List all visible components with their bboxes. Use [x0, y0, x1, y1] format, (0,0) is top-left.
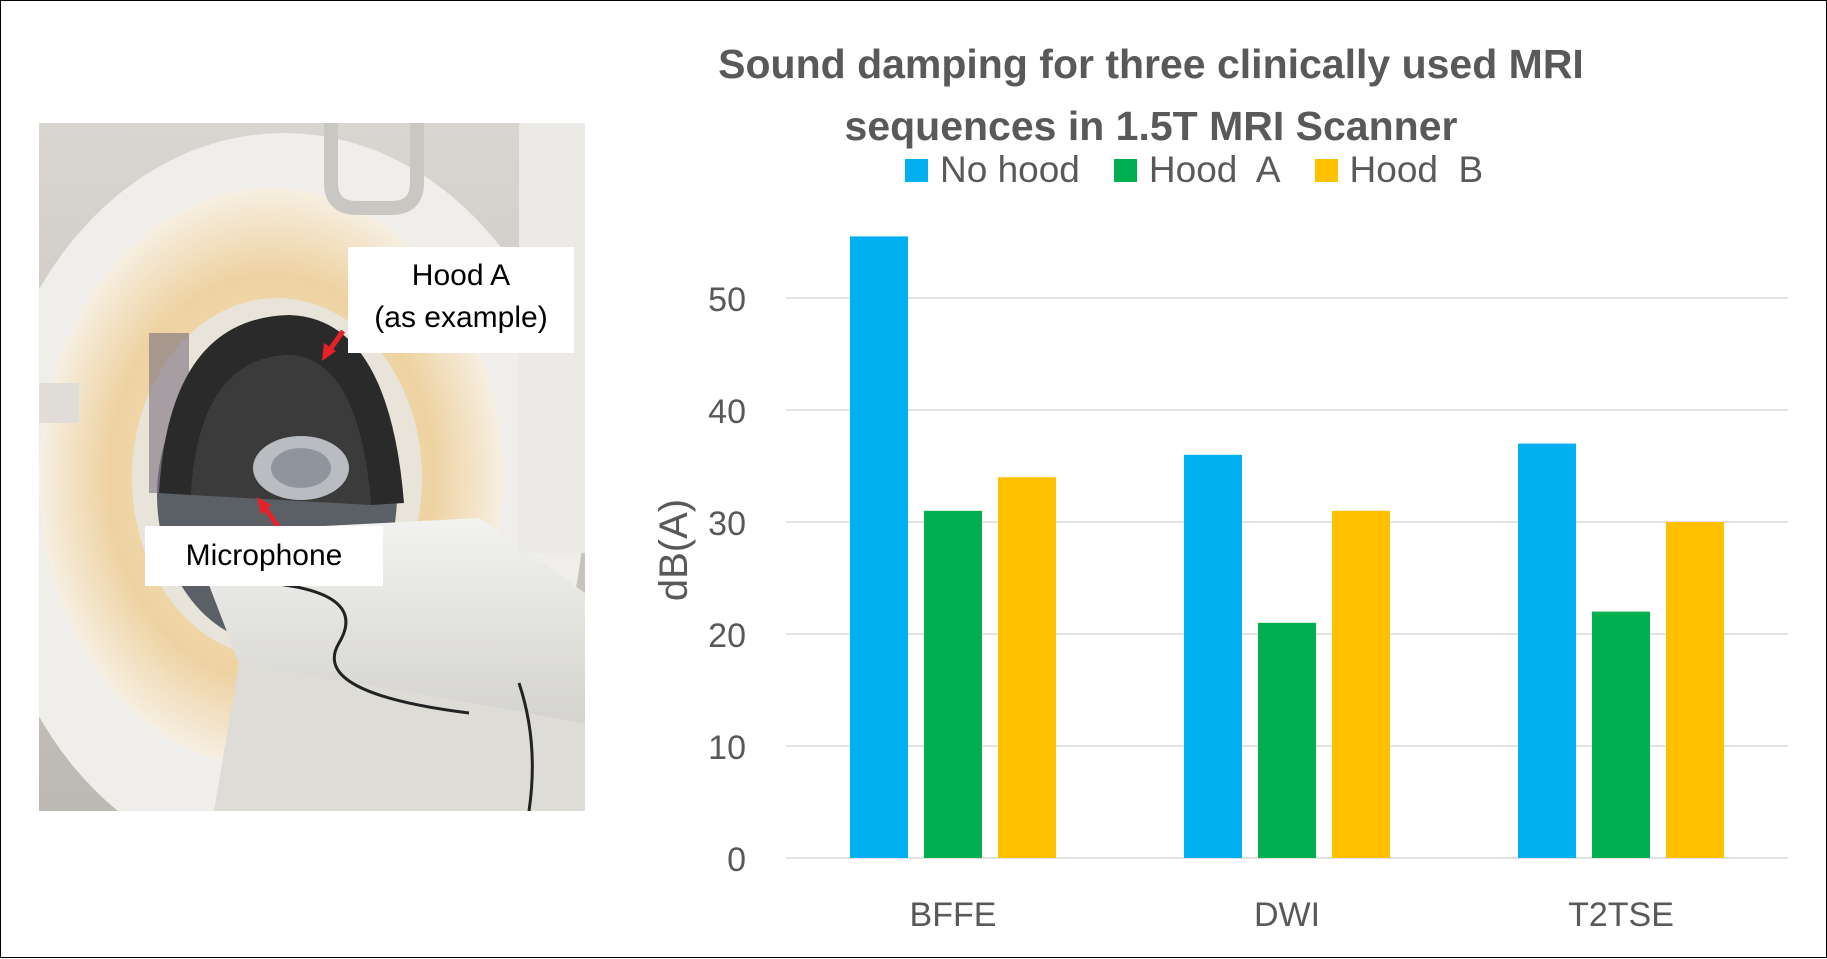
microphone-callout: Microphone	[145, 526, 383, 586]
y-tick-label: 50	[708, 281, 746, 319]
chart-title-line1: Sound damping for three clinically used …	[718, 41, 1584, 87]
hood-a-callout-line2: (as example)	[374, 301, 548, 334]
microphone-callout-label: Microphone	[185, 539, 343, 572]
bar-bffe-no-hood	[850, 236, 908, 858]
y-tick-label: 0	[727, 841, 746, 879]
mri-scanner-photo: Hood A (as example) Microphone	[39, 123, 585, 811]
legend-swatch	[1113, 158, 1137, 182]
hood-a-callout-line1: Hood A	[411, 259, 511, 292]
bar-t2tse-hood-b	[1666, 522, 1724, 858]
hood-a-callout: Hood A (as example)	[348, 247, 574, 353]
bar-t2tse-hood-a	[1592, 611, 1650, 858]
y-tick-label: 30	[708, 505, 746, 543]
chart-title-line2: sequences in 1.5T MRI Scanner	[844, 103, 1458, 149]
bar-dwi-hood-b	[1332, 510, 1390, 858]
x-category-label: DWI	[1254, 896, 1320, 934]
legend-item: No hood	[905, 149, 1080, 191]
legend-label: Hood A	[1148, 149, 1281, 190]
y-tick-label: 10	[708, 729, 746, 767]
x-category-label: T2TSE	[1568, 896, 1674, 934]
bar-dwi-no-hood	[1184, 454, 1242, 858]
chart-title: Sound damping for three clinically used …	[701, 33, 1601, 157]
legend-swatch	[905, 158, 928, 182]
y-axis-label: dB(A)	[652, 499, 696, 601]
legend-label: No hood	[940, 149, 1080, 190]
bar-bffe-hood-a	[924, 510, 982, 858]
bar-t2tse-no-hood	[1518, 443, 1576, 858]
y-tick-label: 40	[708, 393, 746, 431]
legend-label: Hood B	[1349, 149, 1484, 190]
legend-item: Hood A	[1113, 149, 1281, 191]
legend-swatch	[1314, 158, 1338, 182]
legend-item: Hood B	[1314, 149, 1484, 191]
microphone-pointer-arrow	[262, 506, 282, 530]
hood-pointer-arrow	[326, 329, 346, 353]
x-category-label: BFFE	[910, 896, 997, 934]
bar-bffe-hood-b	[998, 477, 1056, 858]
bar-dwi-hood-a	[1258, 622, 1316, 858]
chart-legend: No hood Hood A Hood B	[905, 145, 1517, 195]
y-tick-label: 20	[708, 617, 746, 655]
